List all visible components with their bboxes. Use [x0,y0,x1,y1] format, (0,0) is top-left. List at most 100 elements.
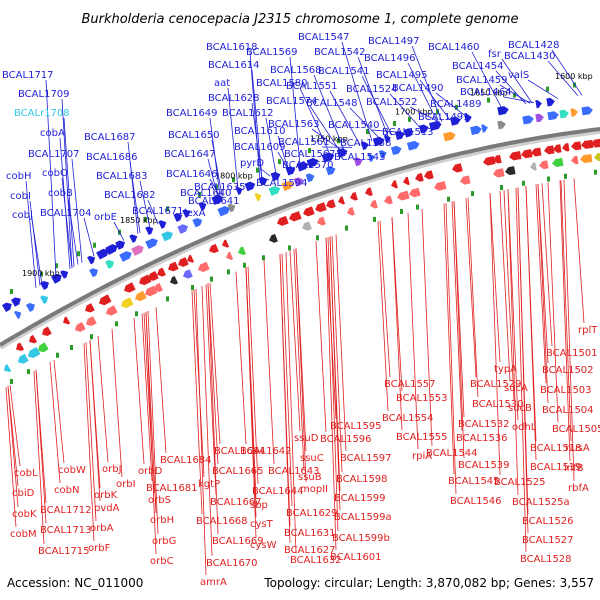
gene-arrow [268,185,281,196]
gene-labels: BCAL1717 BCAL1709 BCALr1708 cobA BCAL1707 cob… [2,32,600,588]
gene-label: BCAL1530 [472,399,524,410]
label-leader [541,183,553,347]
gene-arrow [244,181,256,192]
label-leader [235,271,247,445]
gene-arrow [29,334,38,344]
gene-marker [373,216,376,222]
gene-marker [337,138,340,144]
gene-label: BCAL1599a [334,512,392,523]
gene-label: BCAL1647 [164,149,216,160]
label-leader [113,221,125,241]
gene-arrow [306,157,319,168]
label-leader [295,248,307,483]
label-leader [61,177,73,268]
gene-arrow [378,150,387,159]
label-leader [45,79,57,277]
gene-arrow [198,202,207,211]
gene-label: orbA [90,523,114,534]
gene-label: BCAL1635 [194,182,246,193]
gene-arrow [571,155,579,165]
gene-label: BCAL1519 [530,462,582,473]
gene-arrow [157,267,166,277]
gene-label: BCAL1495 [376,70,428,81]
label-leader [517,187,529,534]
gene-label: BCAL1665 [212,466,264,477]
gene-label: BCAL1553 [396,393,448,404]
gene-marker [256,167,259,173]
gene-marker [546,86,549,92]
gene-arrow [10,297,21,307]
gene-label: BCAL1545 [448,476,500,487]
gene-label: infB [564,463,584,474]
gene-label: BCAL1528 [520,554,572,565]
gene-label: BCAL1524 [346,84,398,95]
gene-arrow [1,302,12,313]
label-leader [227,87,239,189]
gene-label: BCAL1682 [104,190,156,201]
gene-arrow [154,283,163,292]
gene-arrow [409,187,421,198]
gene-arrow [367,153,375,162]
label-leader [259,167,271,177]
gene-marker [447,196,450,202]
gene-label: BCAL1627 [284,545,336,556]
gene-marker [215,184,218,190]
gene-arrow [470,125,482,136]
gene-label: amrA [200,577,227,588]
gene-marker [70,345,73,350]
gene-marker [522,180,525,186]
label-leader [573,178,585,324]
label-leader [209,178,221,197]
gene-label: BCAL1538 [340,138,392,149]
label-leader [63,117,75,267]
gene-label: BCAL1527 [522,535,574,546]
gene-marker [436,109,439,115]
label-leader [7,386,19,508]
gene-arrow [51,273,62,284]
gene-marker [573,82,576,88]
label-leader [535,184,547,384]
gene-label: BCAL1526 [522,516,574,527]
label-leader [411,45,443,123]
label-leader [467,197,479,398]
gene-label: BCAL1596 [320,434,372,445]
label-leader [281,253,293,507]
gene-arrow [40,281,49,290]
gene-arrow [544,145,555,155]
gene-label: BCAL1641 [188,196,240,207]
gene-arrow [209,243,219,254]
gene-label: BCAL1668 [196,516,248,527]
gene-label: cysT [250,519,274,530]
gene-label: BCAL1643 [268,466,320,477]
gene-label: BCAL1671 [132,206,184,217]
label-leader [409,106,441,123]
label-leader [435,92,467,117]
gene-label: BCAL1491 [418,112,470,123]
gene-label: BCAL1574 [266,96,318,107]
gene-arrow [350,192,358,201]
gene-label: ssuB [298,472,322,483]
label-leader [205,284,217,496]
label-leader [49,361,61,484]
gene-arrow [353,157,363,167]
gene-label: BCAL1568 [270,65,322,76]
gene-label: BCAL1544 [426,448,478,459]
label-leader [277,151,289,170]
gene-label: BCAL1683 [96,171,148,182]
gene-label: BCAL1454 [452,61,504,72]
label-leader [379,220,391,378]
tick-label: 1750 kbp [310,134,348,143]
gene-arrow [521,149,533,159]
gene-label: BCAL1610 [234,126,286,137]
gene-label: BCAL1428 [508,40,560,51]
label-leader [341,41,373,142]
label-leader [85,342,97,522]
label-leader [465,198,477,378]
gene-arrow [170,276,179,285]
gene-label: BCAL1709 [18,89,70,100]
gene-arrow [258,176,268,186]
label-leader [503,190,515,402]
tick-label: 1650 kbp [470,88,508,97]
gene-arrow [546,97,555,107]
gene-arrow [384,195,393,205]
